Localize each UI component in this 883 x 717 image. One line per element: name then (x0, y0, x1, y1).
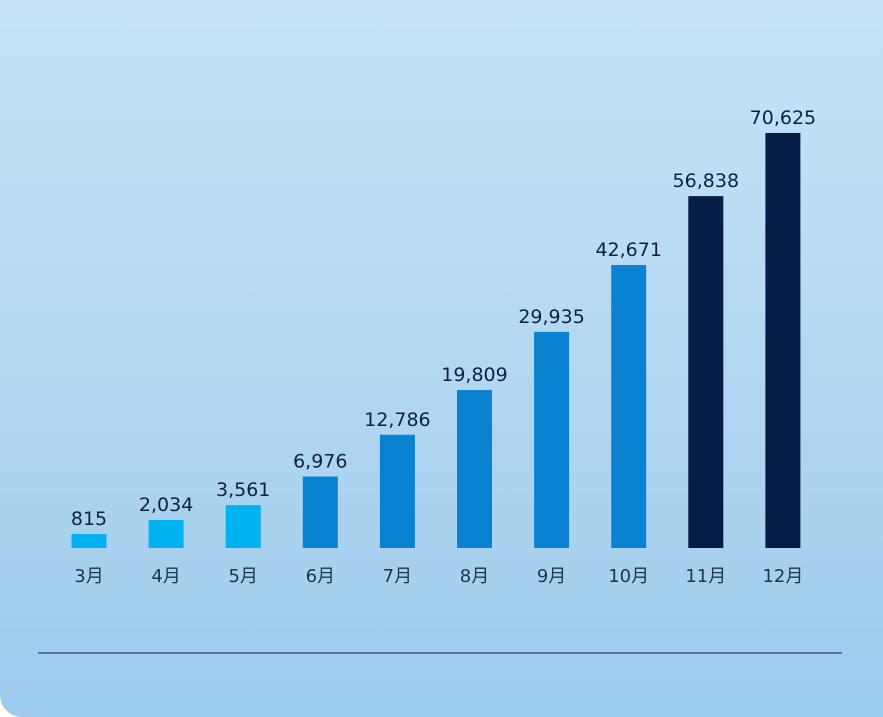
category-label: 9月 (537, 566, 566, 587)
data-label: 2,034 (139, 494, 193, 516)
category-label: 3月 (74, 566, 103, 587)
category-label: 7月 (383, 566, 412, 587)
data-label: 12,786 (364, 409, 430, 431)
data-label: 815 (71, 508, 107, 530)
bar-5 (457, 390, 492, 548)
data-label: 70,625 (750, 107, 816, 129)
bar-7 (611, 265, 647, 548)
bar-6 (534, 331, 570, 548)
bar-8 (688, 196, 724, 548)
category-label: 10月 (608, 566, 649, 587)
category-label: 5月 (228, 566, 257, 587)
bar-3 (302, 476, 338, 548)
data-label: 19,809 (441, 364, 507, 386)
category-label: 6月 (306, 566, 335, 587)
category-label: 4月 (151, 566, 180, 587)
data-label: 56,838 (673, 170, 739, 192)
bar-0 (71, 534, 107, 548)
bar-9 (765, 133, 801, 548)
category-label: 12月 (762, 566, 803, 587)
category-label: 8月 (460, 566, 489, 587)
bar-1 (148, 519, 184, 548)
bar-4 (379, 434, 415, 548)
data-label: 29,935 (518, 306, 584, 328)
data-label: 42,671 (595, 239, 661, 261)
data-label: 3,561 (216, 479, 270, 501)
data-label: 6,976 (293, 451, 347, 473)
bar-2 (225, 505, 261, 548)
category-label: 11月 (685, 566, 726, 587)
